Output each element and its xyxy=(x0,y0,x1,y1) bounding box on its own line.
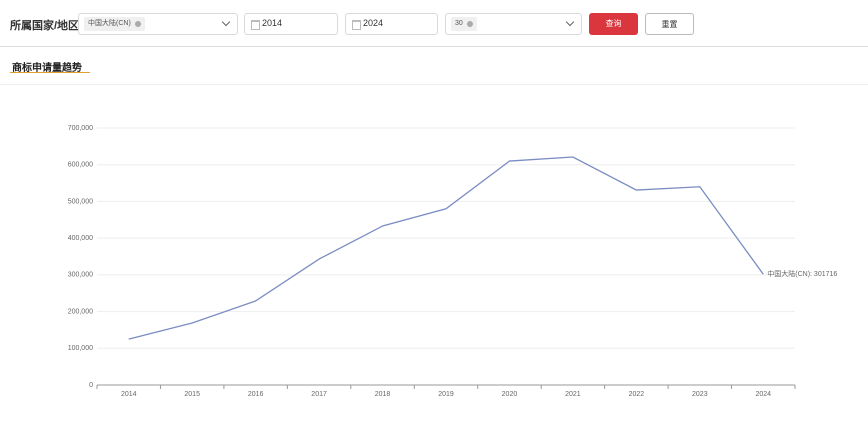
x-tick-label: 2018 xyxy=(375,391,391,398)
start-date[interactable]: 2014 xyxy=(244,13,338,35)
divider xyxy=(0,84,868,85)
count-tag[interactable]: 30 xyxy=(451,17,477,31)
calendar-icon xyxy=(251,20,260,30)
x-tick-label: 2015 xyxy=(184,391,200,398)
region-label: 所属国家/地区 xyxy=(10,20,80,32)
section-title: 商标申请量趋势 xyxy=(12,63,82,74)
x-tick-label: 2017 xyxy=(311,391,327,398)
value-label: 中国大陆(CN): 301716 xyxy=(767,269,837,278)
x-tick-label: 2022 xyxy=(629,391,645,398)
y-tick-label: 500,000 xyxy=(68,198,93,205)
region-select[interactable]: 中国大陆(CN) xyxy=(78,13,238,35)
y-tick-label: 200,000 xyxy=(68,308,93,315)
y-tick-label: 600,000 xyxy=(68,162,93,169)
x-tick-label: 2020 xyxy=(502,391,518,398)
y-tick-label: 700,000 xyxy=(68,125,93,132)
x-tick-label: 2021 xyxy=(565,391,581,398)
y-tick-label: 100,000 xyxy=(68,345,93,352)
calendar-icon xyxy=(352,20,361,30)
y-tick-label: 400,000 xyxy=(68,235,93,242)
start-year: 2014 xyxy=(262,18,283,28)
x-tick-label: 2023 xyxy=(692,391,708,398)
title-underline xyxy=(10,72,90,73)
y-tick-label: 300,000 xyxy=(68,272,93,279)
query-button[interactable]: 查询 xyxy=(589,13,638,35)
x-tick-label: 2024 xyxy=(755,391,771,398)
y-tick-label: 0 xyxy=(89,382,93,389)
divider xyxy=(0,46,868,47)
count-select[interactable]: 30 xyxy=(445,13,582,35)
region-tag[interactable]: 中国大陆(CN) xyxy=(84,17,145,31)
line xyxy=(128,156,764,340)
x-tick-label: 2016 xyxy=(248,391,264,398)
reset-button[interactable]: 重置 xyxy=(645,13,694,35)
end-year: 2024 xyxy=(363,18,384,28)
x-tick-label: 2019 xyxy=(438,391,454,398)
x-tick-label: 2014 xyxy=(121,391,137,398)
end-date[interactable]: 2024 xyxy=(345,13,438,35)
